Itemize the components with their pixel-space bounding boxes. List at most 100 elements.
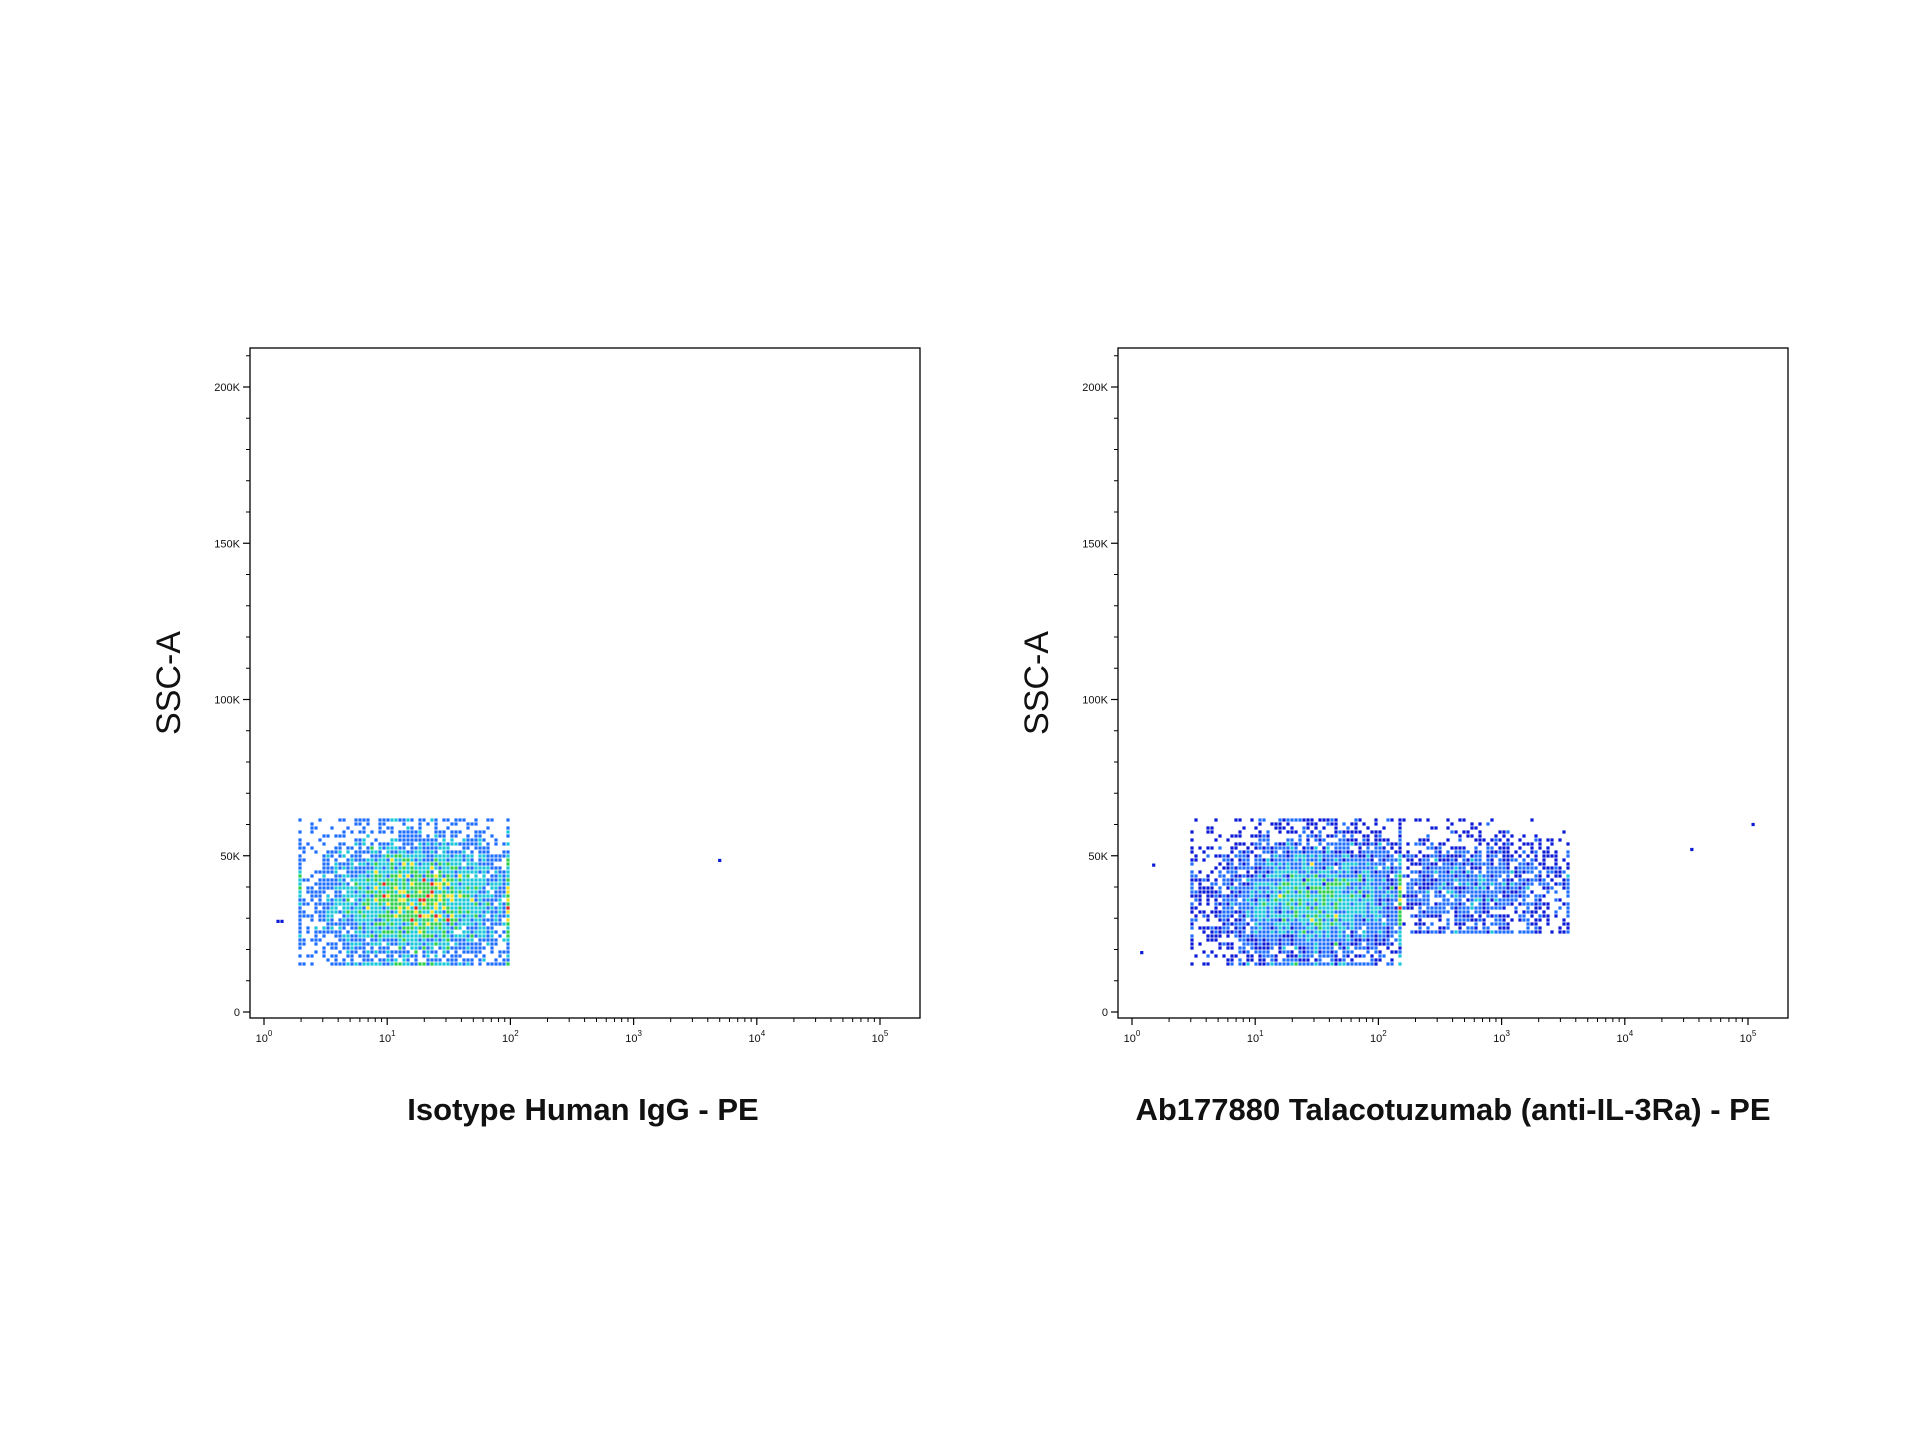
event-cell (1490, 818, 1494, 822)
event-cell (370, 918, 374, 922)
event-cell (394, 878, 398, 882)
event-cell (1390, 930, 1394, 934)
event-cell (402, 918, 406, 922)
event-cell (1242, 902, 1246, 906)
event-cell (350, 922, 354, 926)
event-cell (430, 842, 434, 846)
event-cell (1470, 834, 1474, 838)
event-cell (1346, 862, 1350, 866)
event-cell (1330, 922, 1334, 926)
event-cell (338, 922, 342, 926)
event-cell (358, 930, 362, 934)
event-cell (330, 914, 334, 918)
event-cell (1294, 938, 1298, 942)
event-cell (1226, 866, 1230, 870)
event-cell (1286, 962, 1290, 966)
event-cell (442, 882, 446, 886)
event-cell (362, 882, 366, 886)
event-cell (1390, 942, 1394, 946)
event-cell (394, 906, 398, 910)
event-cell (426, 930, 430, 934)
event-cell (1258, 818, 1262, 822)
event-cell (1322, 854, 1326, 858)
event-cell (466, 834, 470, 838)
event-cell (434, 938, 438, 942)
event-cell (494, 930, 498, 934)
event-cell (394, 938, 398, 942)
event-cell (1422, 902, 1426, 906)
event-cell (1374, 946, 1378, 950)
event-cell (398, 934, 402, 938)
event-cell (1430, 846, 1434, 850)
event-cell (1238, 934, 1242, 938)
event-cell (1278, 910, 1282, 914)
event-cell (370, 858, 374, 862)
event-cell (1278, 926, 1282, 930)
event-cell (1242, 886, 1246, 890)
event-cell (1414, 882, 1418, 886)
event-cell (378, 918, 382, 922)
event-cell (458, 890, 462, 894)
event-cell (370, 898, 374, 902)
event-cell (1478, 842, 1482, 846)
event-cell (382, 822, 386, 826)
event-cell (1322, 902, 1326, 906)
event-cell (446, 894, 450, 898)
event-cell (1250, 818, 1254, 822)
event-cell (1466, 930, 1470, 934)
event-cell (1474, 826, 1478, 830)
event-cell (1518, 854, 1522, 858)
event-cell (494, 858, 498, 862)
event-cell (462, 866, 466, 870)
event-cell (1498, 846, 1502, 850)
event-cell (306, 842, 310, 846)
event-cell (1538, 846, 1542, 850)
event-cell (1318, 830, 1322, 834)
event-cell (1382, 942, 1386, 946)
event-cell (1510, 902, 1514, 906)
event-cell (1206, 830, 1210, 834)
event-cell (410, 842, 414, 846)
event-cell (1314, 882, 1318, 886)
event-cell (1306, 862, 1310, 866)
event-cell (418, 854, 422, 858)
event-cell (1378, 894, 1382, 898)
event-cell (358, 942, 362, 946)
event-cell (454, 874, 458, 878)
event-cell (506, 818, 510, 822)
event-cell (410, 906, 414, 910)
event-cell (1314, 862, 1318, 866)
event-cell (494, 922, 498, 926)
event-cell (442, 838, 446, 842)
event-cell (1414, 818, 1418, 822)
event-cell (1382, 934, 1386, 938)
event-cell (434, 942, 438, 946)
event-cell (366, 878, 370, 882)
event-cell (1458, 918, 1462, 922)
event-cell (506, 826, 510, 830)
event-cell (474, 822, 478, 826)
event-cell (1374, 846, 1378, 850)
event-cell (474, 906, 478, 910)
event-cell (1466, 886, 1470, 890)
event-cell (370, 922, 374, 926)
event-cell (478, 870, 482, 874)
event-cell (322, 906, 326, 910)
event-cell (1522, 866, 1526, 870)
event-cell (1346, 902, 1350, 906)
event-cell (398, 962, 402, 966)
event-cell (1398, 902, 1402, 906)
event-cell (1258, 950, 1262, 954)
event-cell (1366, 950, 1370, 954)
event-cell (394, 818, 398, 822)
event-cell (1198, 882, 1202, 886)
event-cell (1534, 902, 1538, 906)
event-cell (418, 938, 422, 942)
x-tick-label: 102 (1370, 1029, 1387, 1045)
event-cell (402, 870, 406, 874)
event-cell (466, 906, 470, 910)
event-cell (1422, 914, 1426, 918)
event-cell (1530, 878, 1534, 882)
event-cell (1282, 870, 1286, 874)
event-cell (494, 906, 498, 910)
